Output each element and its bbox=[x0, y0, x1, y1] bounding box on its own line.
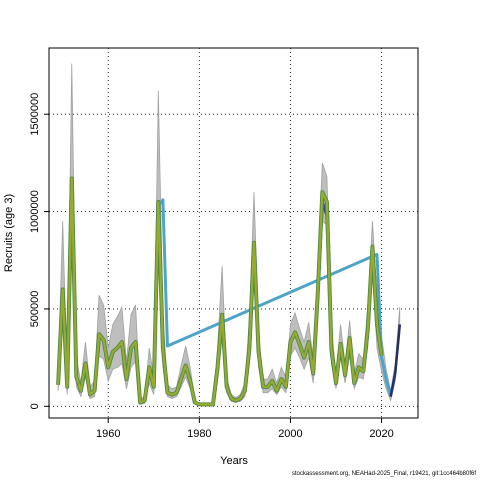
x-tick-label-2020: 2020 bbox=[369, 428, 393, 440]
y-axis: 0 500000 1000000 1500000 bbox=[29, 93, 49, 409]
y-tick-label-1000000: 1000000 bbox=[29, 190, 41, 233]
footer-source-text: stockassessment.org, NEAHad-2025_Final, … bbox=[291, 471, 476, 477]
plot-frame bbox=[48, 47, 419, 419]
y-tick-label-0: 0 bbox=[29, 403, 41, 409]
x-tick-label-2000: 2000 bbox=[278, 428, 302, 440]
x-tick-label-1980: 1980 bbox=[187, 428, 211, 440]
projection-line-light bbox=[380, 355, 392, 397]
main-series-line bbox=[57, 177, 383, 406]
y-axis-label: Recruits (age 3) bbox=[3, 194, 15, 272]
y-tick-label-500000: 500000 bbox=[29, 291, 41, 328]
x-tick-label-1960: 1960 bbox=[96, 428, 120, 440]
x-axis-label: Years bbox=[220, 455, 248, 467]
projection-tail-dashed bbox=[394, 324, 401, 374]
y-tick-label-1500000: 1500000 bbox=[29, 93, 41, 136]
x-axis: 1960 1980 2000 2020 bbox=[96, 418, 394, 440]
series-lines bbox=[56, 176, 402, 407]
